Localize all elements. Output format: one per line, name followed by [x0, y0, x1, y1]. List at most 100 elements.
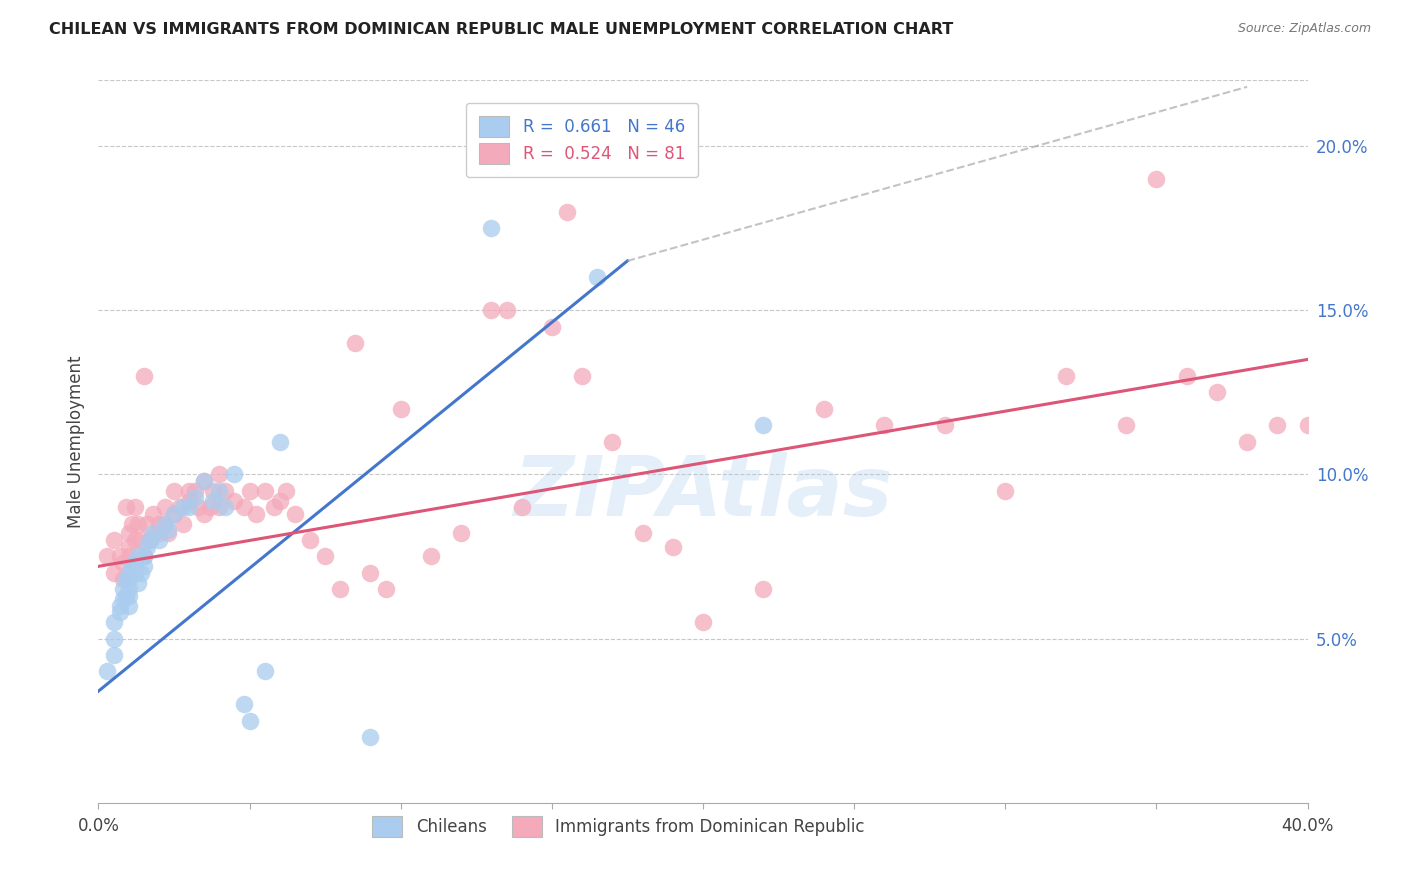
- Point: [208, 483, 231, 498]
- Point: [153, 500, 176, 515]
- Point: [586, 270, 609, 285]
- Point: [139, 533, 162, 547]
- Point: [127, 516, 149, 531]
- Point: [1236, 434, 1258, 449]
- Text: ZIPAtlas: ZIPAtlas: [513, 451, 893, 533]
- Point: [1054, 368, 1077, 383]
- Point: [148, 533, 170, 547]
- Point: [118, 573, 141, 587]
- Point: [1115, 418, 1137, 433]
- Point: [179, 483, 201, 498]
- Point: [284, 507, 307, 521]
- Point: [156, 526, 179, 541]
- Point: [344, 336, 367, 351]
- Point: [571, 368, 593, 383]
- Point: [118, 540, 141, 554]
- Point: [142, 507, 165, 521]
- Point: [224, 467, 246, 482]
- Point: [96, 549, 118, 564]
- Point: [114, 589, 136, 603]
- Point: [135, 516, 157, 531]
- Point: [132, 549, 155, 564]
- Point: [172, 500, 194, 515]
- Point: [124, 500, 146, 515]
- Point: [179, 500, 201, 515]
- Point: [360, 730, 382, 744]
- Point: [103, 566, 125, 580]
- Point: [121, 559, 143, 574]
- Point: [329, 582, 352, 597]
- Point: [127, 575, 149, 590]
- Point: [193, 474, 215, 488]
- Legend: Chileans, Immigrants from Dominican Republic: Chileans, Immigrants from Dominican Repu…: [364, 808, 873, 845]
- Point: [481, 303, 503, 318]
- Point: [108, 599, 131, 613]
- Point: [118, 566, 141, 580]
- Point: [420, 549, 443, 564]
- Point: [813, 401, 835, 416]
- Text: CHILEAN VS IMMIGRANTS FROM DOMINICAN REPUBLIC MALE UNEMPLOYMENT CORRELATION CHAR: CHILEAN VS IMMIGRANTS FROM DOMINICAN REP…: [49, 22, 953, 37]
- Point: [263, 500, 285, 515]
- Point: [187, 500, 209, 515]
- Point: [111, 573, 134, 587]
- Point: [111, 556, 134, 570]
- Point: [245, 507, 267, 521]
- Point: [103, 632, 125, 646]
- Point: [139, 533, 162, 547]
- Point: [752, 582, 775, 597]
- Point: [200, 500, 222, 515]
- Point: [360, 566, 382, 580]
- Point: [172, 516, 194, 531]
- Point: [118, 582, 141, 597]
- Point: [631, 526, 654, 541]
- Point: [450, 526, 472, 541]
- Point: [873, 418, 896, 433]
- Point: [193, 507, 215, 521]
- Point: [108, 549, 131, 564]
- Point: [934, 418, 956, 433]
- Point: [118, 589, 141, 603]
- Point: [1267, 418, 1289, 433]
- Point: [389, 401, 412, 416]
- Point: [1144, 171, 1167, 186]
- Point: [96, 665, 118, 679]
- Point: [692, 615, 714, 630]
- Point: [163, 483, 186, 498]
- Point: [129, 533, 152, 547]
- Point: [153, 516, 176, 531]
- Point: [124, 533, 146, 547]
- Point: [994, 483, 1017, 498]
- Point: [661, 540, 683, 554]
- Point: [111, 592, 134, 607]
- Point: [169, 500, 191, 515]
- Point: [103, 648, 125, 662]
- Point: [148, 516, 170, 531]
- Point: [148, 526, 170, 541]
- Point: [239, 483, 262, 498]
- Point: [202, 493, 225, 508]
- Point: [118, 526, 141, 541]
- Point: [132, 549, 155, 564]
- Point: [124, 566, 146, 580]
- Point: [114, 500, 136, 515]
- Point: [232, 500, 254, 515]
- Point: [142, 526, 165, 541]
- Point: [193, 474, 215, 488]
- Point: [374, 582, 396, 597]
- Point: [232, 698, 254, 712]
- Point: [481, 221, 503, 235]
- Point: [124, 556, 146, 570]
- Point: [1296, 418, 1319, 433]
- Point: [163, 507, 186, 521]
- Point: [103, 533, 125, 547]
- Point: [108, 605, 131, 619]
- Point: [111, 582, 134, 597]
- Point: [1206, 385, 1229, 400]
- Point: [239, 714, 262, 728]
- Point: [208, 467, 231, 482]
- Point: [202, 483, 225, 498]
- Point: [214, 500, 236, 515]
- Point: [179, 493, 201, 508]
- Point: [540, 319, 562, 334]
- Point: [253, 483, 276, 498]
